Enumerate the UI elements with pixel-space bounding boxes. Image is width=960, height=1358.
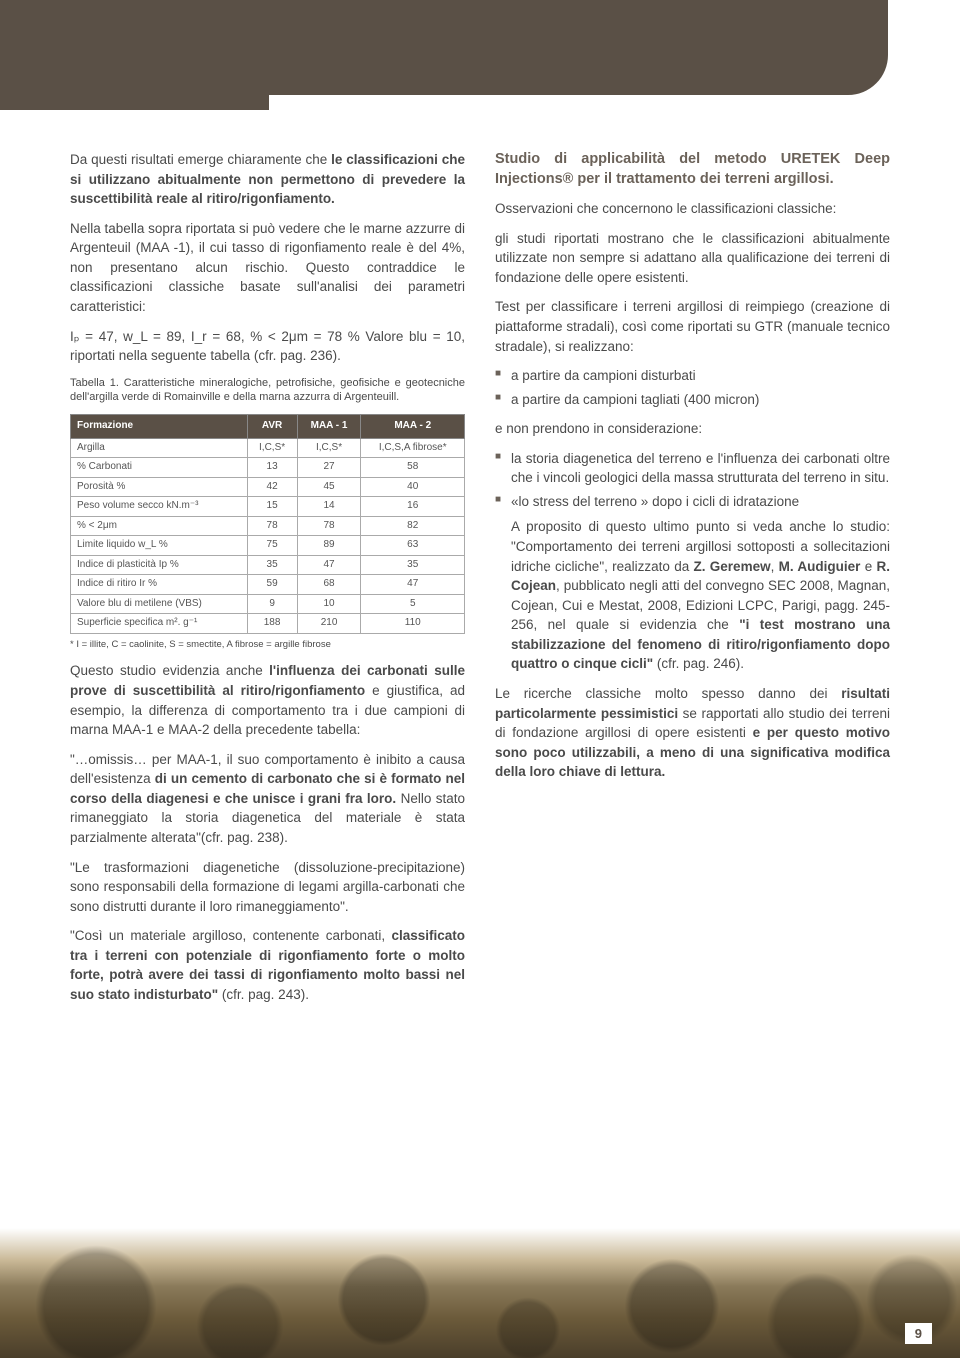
table-cell: % Carbonati <box>71 458 248 478</box>
table-cell: 14 <box>297 497 361 517</box>
table-cell: Peso volume secco kN.m⁻³ <box>71 497 248 517</box>
list-item: la storia diagenetica del terreno e l'in… <box>495 449 890 488</box>
table-cell: 16 <box>361 497 465 517</box>
table-cell: 5 <box>361 594 465 614</box>
list-item: a partire da campioni disturbati <box>495 366 890 386</box>
text-bold: Z. Geremew <box>694 559 771 574</box>
text: Questo studio evidenzia anche <box>70 663 269 678</box>
table-cell: I,C,S,A fibrose* <box>361 438 465 458</box>
table-cell: 82 <box>361 516 465 536</box>
para-1: Da questi risultati emerge chiaramente c… <box>70 150 465 209</box>
th-3: MAA - 2 <box>361 415 465 439</box>
text: e <box>860 559 876 574</box>
footer-image: 9 <box>0 1228 960 1358</box>
table-cell: 110 <box>361 614 465 634</box>
table-row: Indice di plasticità Ip %354735 <box>71 555 465 575</box>
left-column: Da questi risultati emerge chiaramente c… <box>70 150 465 1014</box>
table-header-row: Formazione AVR MAA - 1 MAA - 2 <box>71 415 465 439</box>
page-content: Da questi risultati emerge chiaramente c… <box>0 110 960 1014</box>
table-cell: 188 <box>247 614 297 634</box>
table-row: ArgillaI,C,S*I,C,S*I,C,S,A fibrose* <box>71 438 465 458</box>
table-cell: % < 2μm <box>71 516 248 536</box>
table-row: Peso volume secco kN.m⁻³151416 <box>71 497 465 517</box>
th-1: AVR <box>247 415 297 439</box>
th-0: Formazione <box>71 415 248 439</box>
text: "Così un materiale argilloso, contenente… <box>70 928 391 943</box>
para-6: "Le trasformazioni diagenetiche (dissolu… <box>70 858 465 917</box>
list-item: «lo stress del terreno » dopo i cicli di… <box>495 492 890 674</box>
table-cell: 58 <box>361 458 465 478</box>
table-row: Porosità %424540 <box>71 477 465 497</box>
table-cell: 27 <box>297 458 361 478</box>
table-cell: 78 <box>247 516 297 536</box>
para-3: Iₚ = 47, w_L = 89, I_r = 68, % < 2μm = 7… <box>70 327 465 366</box>
para-7: "Così un materiale argilloso, contenente… <box>70 926 465 1004</box>
table-cell: 45 <box>297 477 361 497</box>
header-bar <box>0 0 960 110</box>
text-bold: M. Audiguier <box>779 559 861 574</box>
bullet-list-1: a partire da campioni disturbati a parti… <box>495 366 890 409</box>
list-item: a partire da campioni tagliati (400 micr… <box>495 390 890 410</box>
para-4: Questo studio evidenzia anche l'influenz… <box>70 661 465 739</box>
data-table: Formazione AVR MAA - 1 MAA - 2 ArgillaI,… <box>70 414 465 634</box>
right-column: Studio di applicabilità del metodo URETE… <box>495 150 890 1014</box>
table-cell: Indice di ritiro Ir % <box>71 575 248 595</box>
table-cell: 47 <box>361 575 465 595</box>
table-cell: 63 <box>361 536 465 556</box>
bullet-list-2: la storia diagenetica del terreno e l'in… <box>495 449 890 674</box>
table-row: % Carbonati132758 <box>71 458 465 478</box>
para-nested: A proposito di questo ultimo punto si ve… <box>511 517 890 674</box>
table-cell: 15 <box>247 497 297 517</box>
table-cell: 47 <box>297 555 361 575</box>
table-cell: Limite liquido w_L % <box>71 536 248 556</box>
table-cell: 75 <box>247 536 297 556</box>
text: (cfr. pag. 246). <box>653 656 744 671</box>
table-cell: 35 <box>361 555 465 575</box>
table-cell: 59 <box>247 575 297 595</box>
para-r6: Le ricerche classiche molto spesso danno… <box>495 684 890 782</box>
table-cell: Porosità % <box>71 477 248 497</box>
table-cell: Superficie specifica m². g⁻¹ <box>71 614 248 634</box>
table-cell: Valore blu di metilene (VBS) <box>71 594 248 614</box>
table-row: % < 2μm787882 <box>71 516 465 536</box>
table-cell: I,C,S* <box>247 438 297 458</box>
text: Le ricerche classiche molto spesso danno… <box>495 686 841 701</box>
para-r2: gli studi riportati mostrano che le clas… <box>495 229 890 288</box>
table-cell: Argilla <box>71 438 248 458</box>
table-cell: Indice di plasticità Ip % <box>71 555 248 575</box>
table-cell: 40 <box>361 477 465 497</box>
table-cell: 78 <box>297 516 361 536</box>
table-footnote: * I = illite, C = caolinite, S = smectit… <box>70 638 465 652</box>
table-cell: 9 <box>247 594 297 614</box>
table-cell: I,C,S* <box>297 438 361 458</box>
table-cell: 89 <box>297 536 361 556</box>
para-5: "…omissis… per MAA-1, il suo comportamen… <box>70 750 465 848</box>
table-row: Valore blu di metilene (VBS)9105 <box>71 594 465 614</box>
table-cell: 42 <box>247 477 297 497</box>
text: «lo stress del terreno » dopo i cicli di… <box>511 494 799 509</box>
table-caption: Tabella 1. Caratteristiche mineralogiche… <box>70 376 465 405</box>
table-row: Superficie specifica m². g⁻¹188210110 <box>71 614 465 634</box>
table-cell: 68 <box>297 575 361 595</box>
text: Da questi risultati emerge chiaramente c… <box>70 152 331 167</box>
text: , <box>771 559 779 574</box>
table-cell: 13 <box>247 458 297 478</box>
table-cell: 210 <box>297 614 361 634</box>
section-heading: Studio di applicabilità del metodo URETE… <box>495 150 890 189</box>
table-cell: 10 <box>297 594 361 614</box>
para-r1: Osservazioni che concernono le classific… <box>495 199 890 219</box>
th-2: MAA - 1 <box>297 415 361 439</box>
text: (cfr. pag. 243). <box>218 987 309 1002</box>
table-row: Limite liquido w_L %758963 <box>71 536 465 556</box>
table-row: Indice di ritiro Ir %596847 <box>71 575 465 595</box>
para-r4: e non prendono in considerazione: <box>495 419 890 439</box>
table-cell: 35 <box>247 555 297 575</box>
para-2: Nella tabella sopra riportata si può ved… <box>70 219 465 317</box>
para-r3: Test per classificare i terreni argillos… <box>495 297 890 356</box>
page-number: 9 <box>905 1323 932 1344</box>
